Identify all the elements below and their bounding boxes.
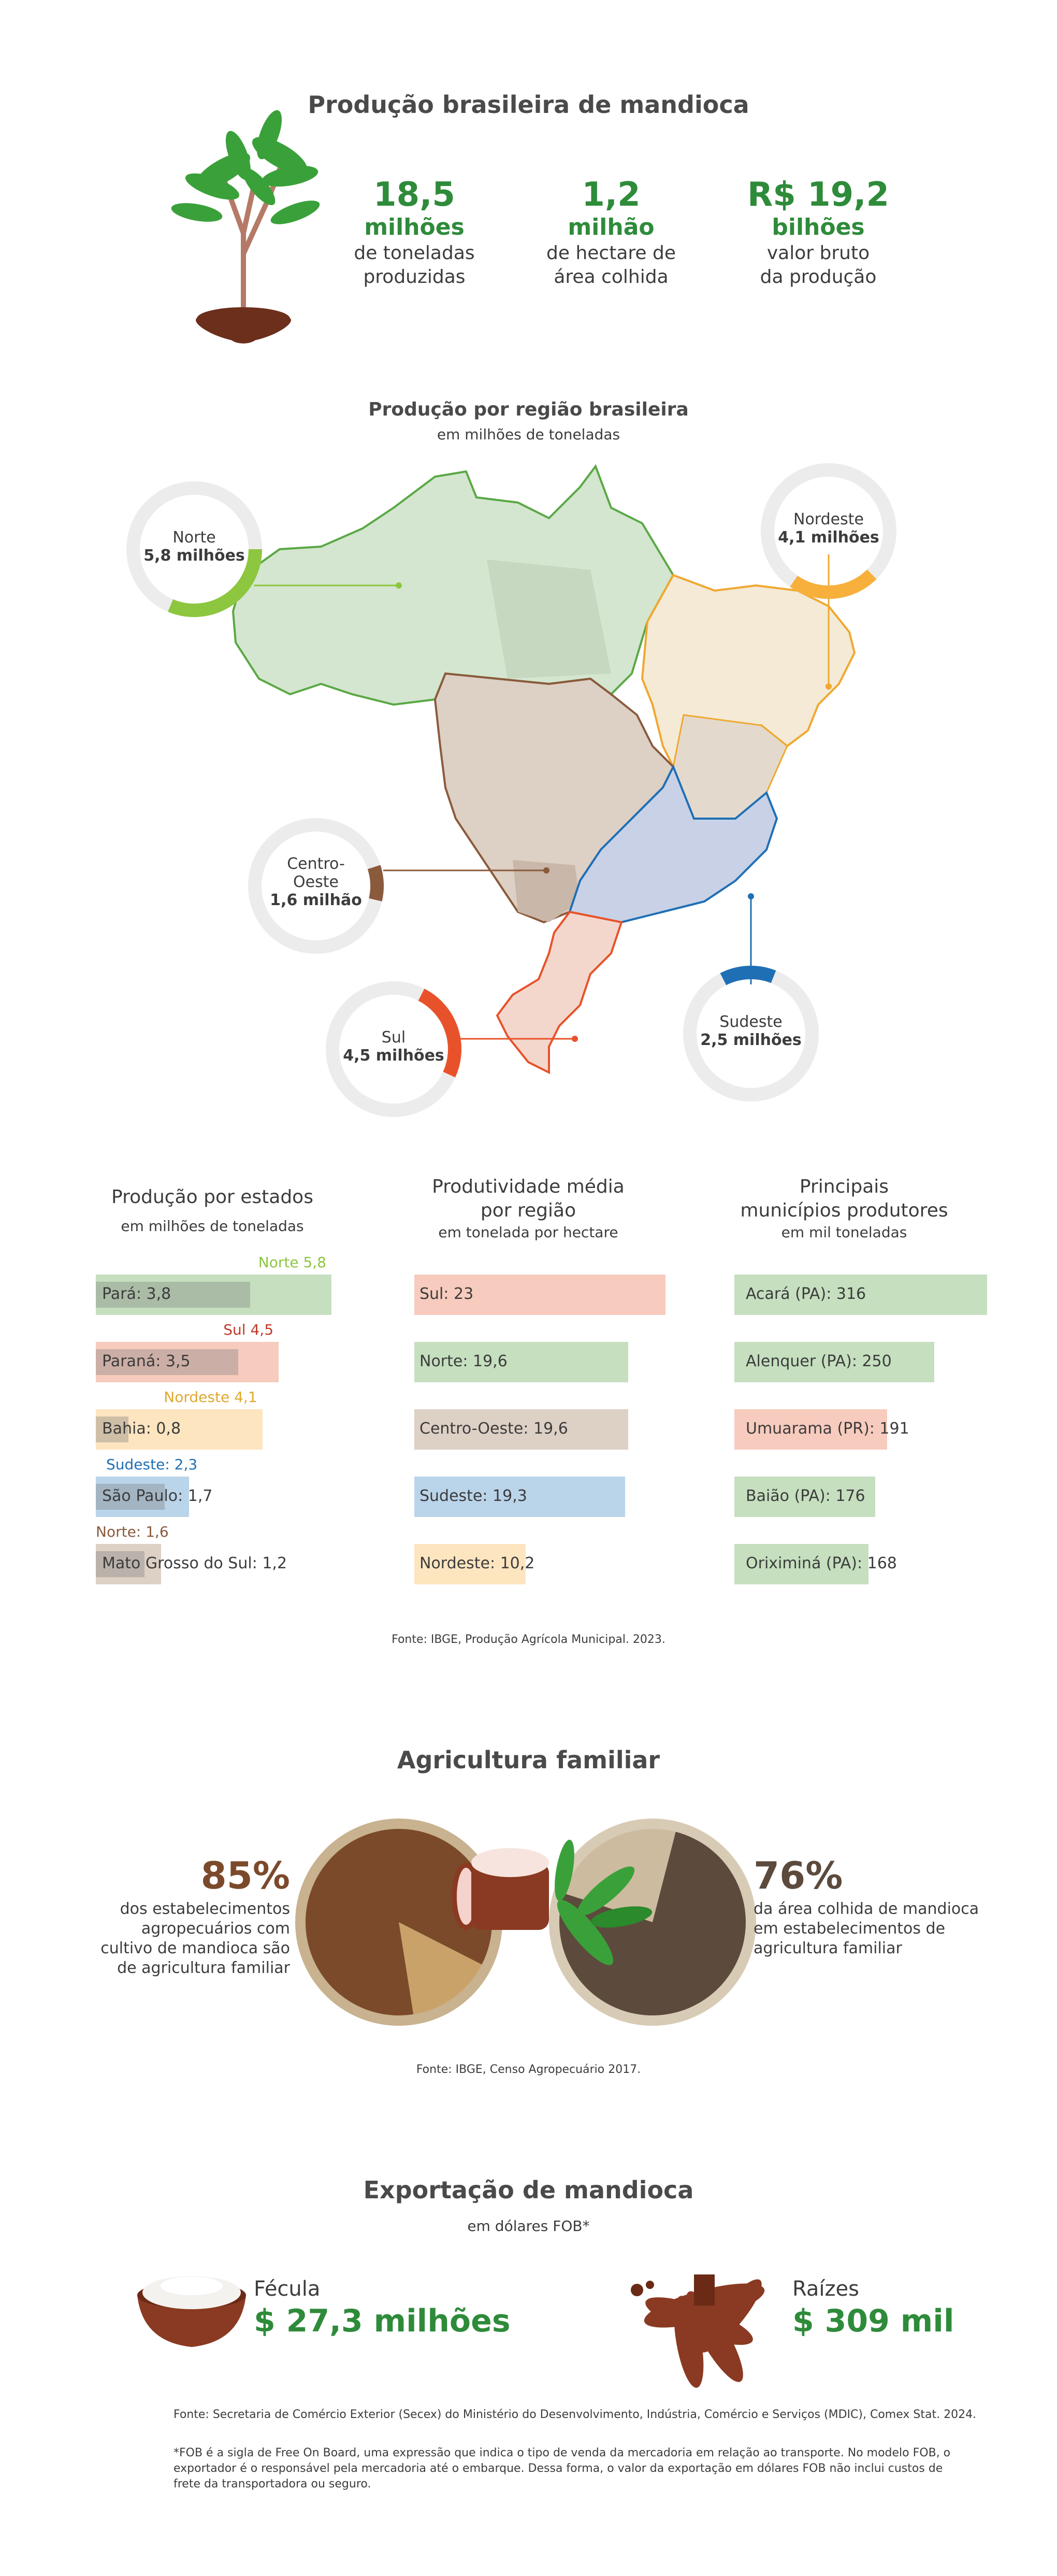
donut-sudeste — [683, 966, 819, 1101]
donut-arc — [367, 865, 384, 901]
donut-arc — [168, 549, 262, 617]
map-subtitle: em milhões de toneladas — [437, 426, 620, 443]
bar-municipality — [734, 1409, 887, 1450]
bar-municipality-label: Oriximiná (PA): 168 — [746, 1554, 897, 1572]
bar-region-label: Sul 4,5 — [223, 1321, 274, 1338]
bar-state — [96, 1349, 238, 1375]
bar-productivity — [414, 1342, 629, 1382]
donut-arc — [720, 966, 776, 985]
map-region-sudeste — [568, 764, 778, 923]
chart2-title: Produtividade média por região — [432, 1176, 625, 1221]
family-left-text: dos estabelecimentos agropecuários com c… — [100, 1900, 290, 1977]
brazil-map — [231, 464, 856, 1075]
bar-region — [96, 1409, 263, 1450]
bar-productivity-label: Sudeste: 19,3 — [419, 1487, 527, 1505]
cassava-plant-icon — [171, 110, 320, 344]
bar-state — [96, 1484, 165, 1510]
pie-right-slice — [559, 1831, 746, 2015]
donut-sul-label: Sul 4,5 milhões — [343, 1028, 444, 1065]
donut-centro-oeste-label: Centro- Oeste 1,6 milhão — [270, 855, 362, 909]
donut-norte — [126, 481, 262, 617]
family-right-pct: 76% — [754, 1854, 843, 1897]
bar-municipality-label: Umuarama (PR): 191 — [746, 1420, 909, 1438]
cassava-roots-icon — [631, 2274, 765, 2388]
bar-region-label: Nordeste 4,1 — [164, 1389, 257, 1406]
export-title: Exportação de mandioca — [363, 2176, 694, 2204]
stat-production: 18,5 milhões de toneladas produzidas — [354, 176, 475, 288]
page-title: Produção brasileira de mandioca — [308, 91, 749, 119]
pie-left-slice — [306, 1829, 492, 2015]
map-region-sul — [496, 910, 623, 1075]
donut-norte-label: Norte 5,8 milhões — [143, 528, 245, 565]
bar-productivity — [414, 1409, 629, 1450]
family-right-text: da área colhida de mandioca em estabelec… — [754, 1900, 979, 1957]
starch-bowl-icon — [137, 2276, 246, 2347]
bar-municipality-label: Baião (PA): 176 — [746, 1487, 865, 1505]
chart3-title: Principais municípios produtores — [740, 1176, 948, 1221]
bar-region-label: Sudeste: 2,3 — [106, 1456, 198, 1473]
bar-region — [96, 1275, 331, 1315]
bar-municipality — [734, 1275, 987, 1315]
donut-nordeste-label: Nordeste 4,1 milhões — [778, 510, 879, 547]
bar-state-label: Bahia: 0,8 — [102, 1420, 181, 1438]
fecula-label: Fécula — [254, 2277, 321, 2301]
bar-productivity-label: Sul: 23 — [419, 1285, 474, 1303]
bar-state-label: Paraná: 3,5 — [102, 1352, 191, 1370]
chart1-subtitle: em milhões de toneladas — [121, 1218, 304, 1235]
bar-productivity — [414, 1544, 526, 1584]
bar-state — [96, 1416, 128, 1442]
donut-arc — [418, 989, 461, 1078]
family-pies — [295, 1819, 756, 2026]
bar-municipality — [734, 1477, 875, 1517]
raizes-value: $ 309 mil — [792, 2303, 954, 2339]
donut-sul — [326, 981, 461, 1117]
donut-centro-oeste — [248, 818, 384, 954]
donut-sudeste-label: Sudeste 2,5 milhões — [700, 1013, 802, 1049]
bar-state-label: São Paulo: 1,7 — [102, 1487, 213, 1505]
bar-region — [96, 1477, 190, 1517]
bar-productivity-label: Centro-Oeste: 19,6 — [419, 1420, 568, 1438]
bar-state — [96, 1551, 145, 1577]
family-left-pct: 85% — [200, 1854, 290, 1897]
bar-municipality-label: Acará (PA): 316 — [746, 1285, 866, 1303]
bar-state-label: Pará: 3,8 — [102, 1285, 171, 1303]
fecula-value: $ 27,3 milhões — [254, 2303, 511, 2339]
stat-value: R$ 19,2 bilhões valor bruto da produção — [747, 176, 889, 288]
source-secex: Fonte: Secretaria de Comércio Exterior (… — [173, 2408, 977, 2421]
fob-footnote: *FOB é a sigla de Free On Board, uma exp… — [173, 2446, 951, 2491]
bar-productivity-label: Nordeste: 10,2 — [419, 1554, 535, 1572]
bar-region-label: Norte: 1,6 — [96, 1523, 169, 1540]
source-ibge-pam: Fonte: IBGE, Produção Agrícola Municipal… — [392, 1633, 665, 1646]
donut-arc — [790, 569, 877, 599]
stat-area: 1,2 milhão de hectare de área colhida — [546, 176, 676, 288]
bar-state-label: Mato Grosso do Sul: 1,2 — [102, 1554, 287, 1572]
source-censo: Fonte: IBGE, Censo Agropecuário 2017. — [416, 2063, 641, 2076]
bar-region-label: Norte 5,8 — [258, 1254, 326, 1271]
map-title: Produção por região brasileira — [368, 399, 689, 420]
bar-municipality — [734, 1544, 869, 1584]
export-subtitle: em dólares FOB* — [467, 2217, 590, 2235]
cassava-root-icon — [452, 1839, 653, 1965]
family-title: Agricultura familiar — [397, 1746, 660, 1774]
bar-municipality — [734, 1342, 935, 1382]
chart1-title: Produção por estados — [111, 1186, 313, 1208]
raizes-label: Raízes — [792, 2277, 859, 2301]
bar-productivity — [414, 1275, 665, 1315]
bar-municipality-label: Alenquer (PA): 250 — [746, 1352, 892, 1370]
bar-region — [96, 1342, 279, 1382]
donut-nordeste — [761, 463, 896, 599]
bar-state — [96, 1282, 251, 1308]
bar-productivity-label: Norte: 19,6 — [419, 1352, 508, 1370]
chart3-subtitle: em mil toneladas — [781, 1224, 907, 1241]
bar-productivity — [414, 1477, 625, 1517]
chart2-subtitle: em tonelada por hectare — [438, 1224, 618, 1241]
bar-region — [96, 1544, 161, 1584]
